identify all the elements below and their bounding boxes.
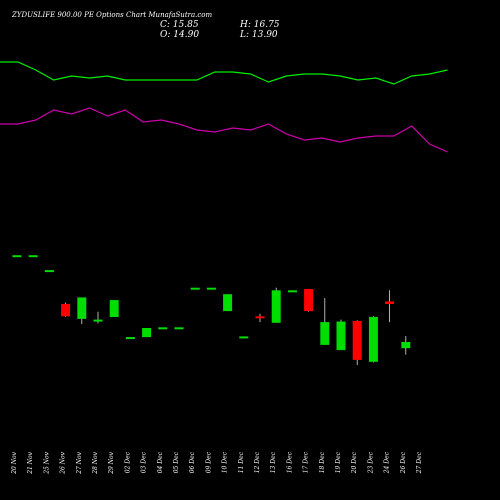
candle <box>125 337 135 340</box>
candle-body <box>28 255 38 258</box>
candle <box>158 327 168 330</box>
candle <box>385 290 395 323</box>
x-tick-label: 17 Dec <box>303 451 310 473</box>
candle-body <box>109 300 119 317</box>
low-readout: L: 13.90 <box>240 30 278 40</box>
candle-body <box>174 327 184 330</box>
candle-body <box>142 328 152 338</box>
x-tick-label: 29 Nov <box>108 451 115 474</box>
high-label: H: <box>240 20 251 30</box>
candle-body <box>125 337 135 340</box>
candle <box>44 270 54 273</box>
close-label: C: <box>160 20 170 30</box>
candle <box>352 320 362 366</box>
candle-body <box>44 270 54 273</box>
candle-body <box>255 316 265 319</box>
candle-body <box>304 289 314 312</box>
x-tick-label: 04 Dec <box>157 451 164 473</box>
x-tick-label: 13 Dec <box>270 451 277 473</box>
x-tick-label: 09 Dec <box>205 451 212 473</box>
x-tick-label: 02 Dec <box>124 451 131 473</box>
candle-body <box>271 290 281 323</box>
open-label: O: <box>160 30 171 40</box>
candle-body <box>336 321 346 351</box>
candle <box>304 289 314 312</box>
x-tick-label: 24 Dec <box>384 451 391 474</box>
candle <box>239 336 249 339</box>
candle <box>142 328 152 338</box>
high-value: 16.75 <box>253 20 280 30</box>
open-value: 14.90 <box>173 30 200 40</box>
x-tick-label: 12 Dec <box>254 451 261 473</box>
candle-body <box>287 290 297 293</box>
candle-body <box>239 336 249 339</box>
x-tick-label: 18 Dec <box>319 451 326 473</box>
x-tick-label: 26 Dec <box>400 451 407 474</box>
x-tick-label: 23 Dec <box>367 451 374 474</box>
upper-series-line <box>0 61 448 85</box>
candle-body <box>77 297 87 319</box>
candle-body <box>368 316 378 362</box>
indicator-lines <box>0 61 448 153</box>
candle <box>206 287 216 290</box>
candle-body <box>401 342 411 349</box>
x-tick-label: 27 Dec <box>416 451 423 474</box>
x-tick-label: 20 Dec <box>351 451 358 474</box>
candle <box>28 255 38 258</box>
candle <box>93 311 103 324</box>
low-label: L: <box>240 30 250 40</box>
candle-body <box>61 303 71 317</box>
candle <box>109 300 119 317</box>
x-tick-label: 05 Dec <box>173 451 180 473</box>
x-tick-label: 06 Dec <box>189 451 196 473</box>
candle <box>287 290 297 293</box>
candle-body <box>206 287 216 290</box>
x-tick-label: 21 Nov <box>27 451 34 474</box>
candle-body <box>12 255 22 258</box>
candle <box>320 298 330 345</box>
candle-body <box>223 294 233 312</box>
candle <box>255 313 265 323</box>
x-axis-labels: 20 Nov 21 Nov 25 Nov 26 Nov 27 Nov 28 Nov 29 N… <box>11 451 423 474</box>
x-tick-label: 11 Dec <box>238 451 245 473</box>
candle-body <box>320 322 330 345</box>
candle <box>61 302 71 317</box>
candle <box>12 255 22 258</box>
candle <box>368 316 378 363</box>
candle-body <box>190 287 200 290</box>
x-tick-label: 27 Nov <box>76 451 83 474</box>
x-tick-label: 03 Dec <box>141 451 148 473</box>
candle <box>190 287 200 290</box>
candle-body <box>385 301 395 304</box>
candle-body <box>158 327 168 330</box>
candle <box>174 327 184 330</box>
x-tick-label: 10 Dec <box>222 451 229 473</box>
x-tick-label: 19 Dec <box>335 451 342 473</box>
candle <box>271 287 281 323</box>
chart-title: ZYDUSLIFE 900.00 PE Options Chart Munafa… <box>12 11 213 19</box>
candle <box>77 297 87 325</box>
candle-body <box>352 320 362 360</box>
x-tick-label: 25 Nov <box>43 451 50 474</box>
open-readout: O: 14.90 <box>160 30 199 40</box>
candle <box>401 336 411 355</box>
candle <box>336 319 346 351</box>
low-value: 13.90 <box>251 30 278 40</box>
close-readout: C: 15.85 <box>160 20 199 30</box>
candles <box>12 255 411 366</box>
lower-series-line <box>0 107 448 153</box>
candle-body <box>93 319 103 322</box>
x-tick-label: 28 Nov <box>92 451 99 474</box>
x-tick-label: 16 Dec <box>286 451 293 473</box>
candle <box>223 294 233 312</box>
high-readout: H: 16.75 <box>240 20 280 30</box>
x-tick-label: 26 Nov <box>60 451 67 474</box>
close-value: 15.85 <box>172 20 199 30</box>
x-tick-label: 20 Nov <box>11 451 18 474</box>
